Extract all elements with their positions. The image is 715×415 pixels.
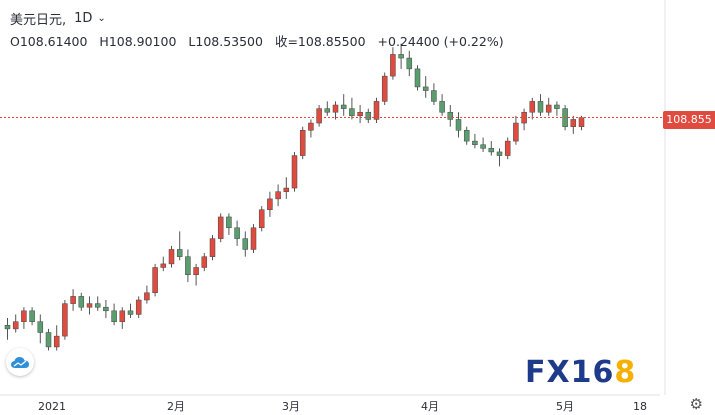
symbol-name[interactable]: 美元日元, [10,13,67,28]
candle[interactable] [12,321,19,330]
open-value: O108.61400 [10,34,88,49]
time-axis: 2021 2月 3月 4月 5月 18 [38,400,647,413]
gear-icon[interactable]: ⚙ [689,395,703,413]
candle[interactable] [299,130,306,156]
x-tick-label: 4月 [421,400,439,413]
candle[interactable] [62,303,68,337]
candle[interactable] [234,227,240,239]
watermark-accent: 8 [614,355,637,390]
candle[interactable] [176,249,183,257]
candle[interactable] [447,111,454,120]
candle[interactable] [480,144,486,149]
candle[interactable] [267,198,273,210]
candle[interactable] [119,310,126,322]
candle[interactable] [152,267,158,294]
candle[interactable] [381,75,388,102]
candle[interactable] [111,310,117,322]
candle[interactable] [308,122,314,131]
candle[interactable] [324,108,331,113]
x-tick-label: 3月 [282,400,300,413]
chevron-down-icon[interactable]: ⌄ [97,13,106,24]
candle[interactable] [373,101,380,120]
candle[interactable] [53,335,60,348]
symbol-header[interactable]: 美元日元, 1D ⌄ [10,9,106,28]
candle[interactable] [365,111,372,120]
candle[interactable] [488,148,495,153]
candle[interactable] [217,216,224,239]
candle[interactable] [414,68,421,88]
candle[interactable] [4,325,11,330]
cloud-icon [11,357,29,368]
candle[interactable] [463,130,470,142]
candle[interactable] [160,263,167,268]
candle[interactable] [578,117,585,127]
watermark-logo: FX168 [525,355,636,390]
candle[interactable] [29,310,35,322]
candle[interactable] [21,310,27,322]
candle[interactable] [316,108,322,124]
candle[interactable] [103,306,109,312]
candle[interactable] [201,256,208,268]
low-value: L108.53500 [188,34,263,49]
candle[interactable] [390,54,396,77]
last-price-label: 108.855 [663,111,715,129]
change-value: +0.24400 (+0.22%) [377,34,504,49]
cloud-button[interactable] [6,348,34,376]
close-value: 收=108.85500 [274,34,366,49]
candle[interactable] [275,191,281,200]
candles-group [4,43,585,351]
candle[interactable] [45,332,52,348]
candle[interactable] [283,187,290,192]
candle[interactable] [185,256,191,275]
candle[interactable] [226,216,232,229]
candle[interactable] [529,101,536,113]
candle[interactable] [537,101,544,113]
candle[interactable] [250,227,257,250]
candle[interactable] [340,104,347,109]
candle[interactable] [70,296,76,304]
candle[interactable] [193,267,199,275]
candle[interactable] [144,292,150,301]
candle[interactable] [496,151,503,156]
candle[interactable] [357,111,363,117]
candle[interactable] [86,303,93,308]
candle[interactable] [439,101,445,113]
candle[interactable] [37,321,44,333]
interval-label[interactable]: 1D [74,11,93,26]
candle[interactable] [258,209,265,229]
candle[interactable] [94,303,101,308]
candle[interactable] [135,299,142,315]
candle[interactable] [455,119,462,131]
x-tick-label: 18 [633,400,647,413]
candle[interactable] [422,86,429,91]
candle[interactable] [127,310,134,315]
candle[interactable] [349,108,355,117]
candle[interactable] [513,122,519,142]
candle[interactable] [570,119,577,127]
candle[interactable] [242,238,249,250]
x-tick-label: 2月 [167,400,185,413]
high-value: H108.90100 [99,34,177,49]
candle[interactable] [406,57,413,70]
candle[interactable] [431,90,437,102]
candle[interactable] [398,54,404,59]
candle[interactable] [209,238,216,257]
ohlc-legend: O108.61400 H108.90100 L108.53500 收=108.8… [10,31,512,50]
candle[interactable] [554,104,560,109]
candle[interactable] [332,104,339,113]
candle[interactable] [504,140,511,156]
candle[interactable] [78,296,85,308]
x-tick-label: 2021 [38,400,66,413]
x-tick-label: 5月 [556,400,574,413]
candle[interactable] [291,155,298,189]
candle[interactable] [472,140,478,145]
candle[interactable] [168,249,175,265]
watermark-main: FX16 [525,355,615,390]
candle[interactable] [545,104,552,113]
